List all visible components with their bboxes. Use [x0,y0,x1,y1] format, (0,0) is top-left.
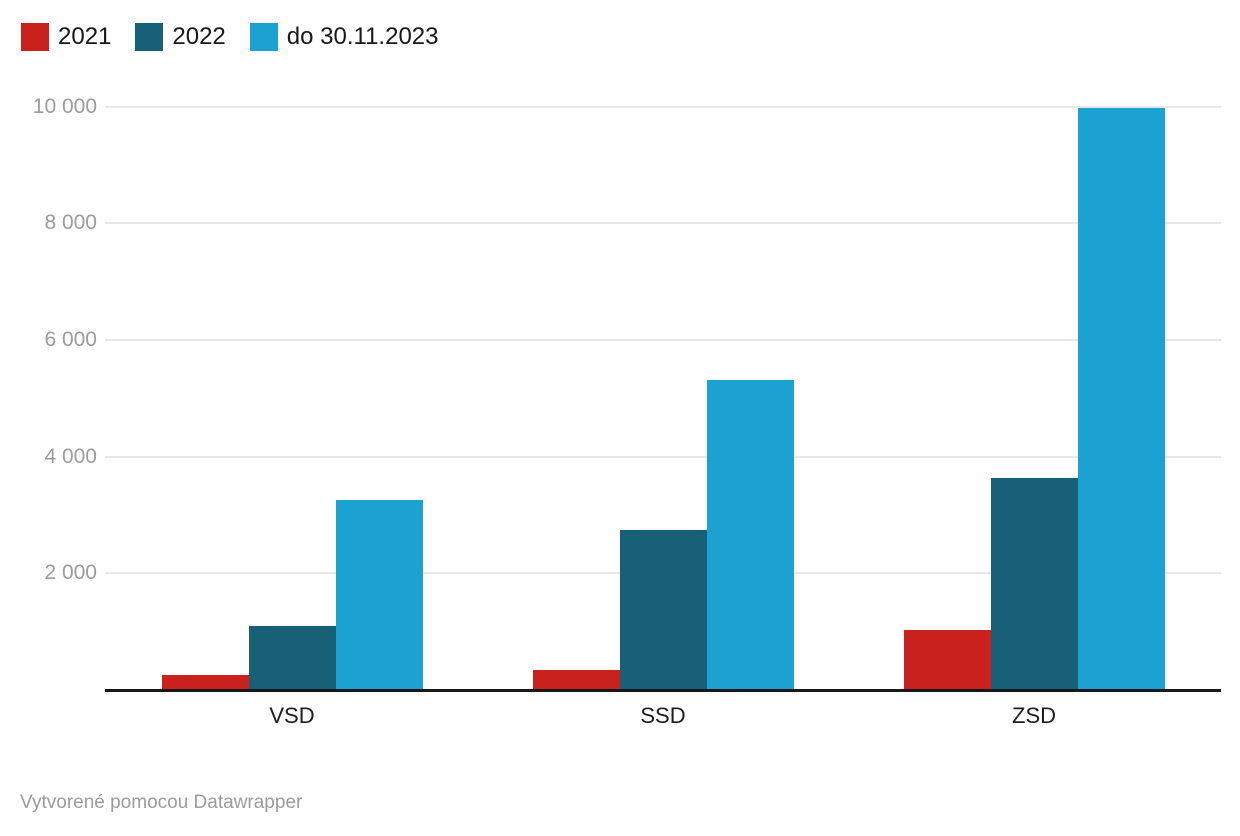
legend-swatch-2021 [21,23,49,51]
plot-area: 2 000 4 000 6 000 8 000 10 000 [32,94,1221,692]
legend-label: 2022 [172,23,226,50]
bar-zsd-2021 [903,630,991,690]
y-tick-label-10000: 10 000 [32,94,97,118]
y-tick-label-2000: 2 000 [44,561,97,585]
gridline-4000 [105,455,1221,458]
bar-ssd-2021 [532,669,620,690]
x-axis-label-ssd: SSD [640,703,686,728]
datawrapper-credit-link[interactable]: Vytvorené pomocou Datawrapper [20,792,303,813]
legend: 2021 2022 do 30.11.2023 [21,23,438,51]
y-tick-label-4000: 4 000 [44,444,97,468]
x-axis-label-vsd: VSD [269,703,315,728]
legend-label: 2021 [58,23,112,50]
legend-item-2021: 2021 [21,23,111,51]
y-tick-label-6000: 6 000 [44,327,97,351]
x-axis-label-zsd: ZSD [1012,703,1056,728]
bar-vsd-do-30-11-2023 [335,499,423,690]
bar-ssd-2022 [619,529,707,690]
x-axis-baseline [105,689,1221,692]
bar-ssd-do-30-11-2023 [706,379,794,690]
legend-item-2022: 2022 [135,23,226,51]
gridline-10000 [105,105,1221,108]
gridline-6000 [105,338,1221,341]
gridline-8000 [105,222,1221,225]
y-tick-label-8000: 8 000 [44,211,97,235]
legend-item-2023: do 30.11.2023 [249,23,439,51]
legend-swatch-2022 [135,23,164,51]
bar-vsd-2022 [248,626,336,690]
bar-vsd-2021 [161,675,249,690]
legend-label: do 30.11.2023 [286,23,439,50]
legend-swatch-2023 [249,23,278,51]
bar-zsd-2022 [990,477,1078,690]
bar-zsd-do-30-11-2023 [1077,108,1165,690]
